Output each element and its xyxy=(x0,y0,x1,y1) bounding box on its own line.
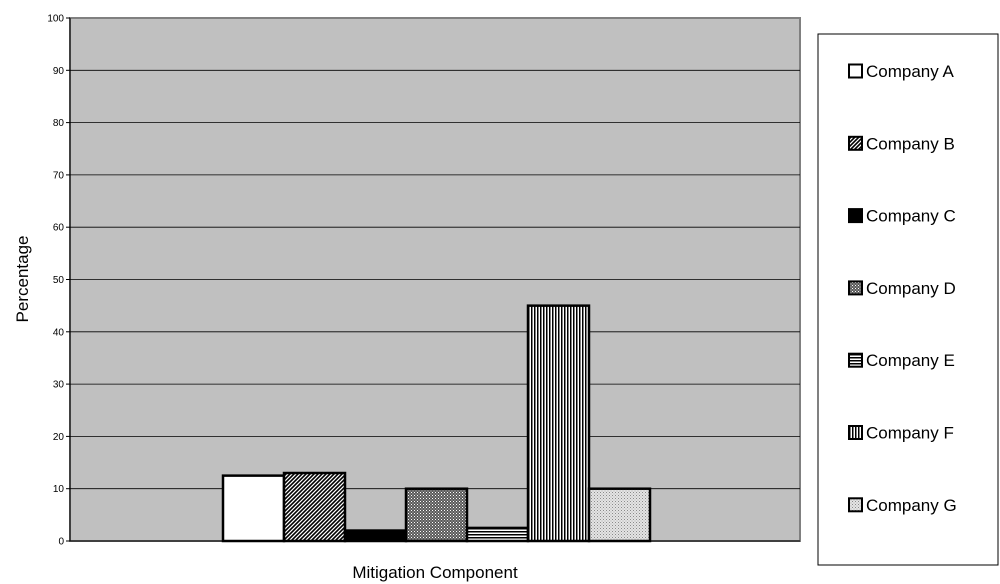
legend-swatch-company-c xyxy=(848,208,863,224)
bar-company-d xyxy=(404,487,469,543)
y-tick-label: 100 xyxy=(47,14,64,25)
legend-label-company-a: Company A xyxy=(866,62,955,81)
y-tick-label: 30 xyxy=(53,380,65,391)
bar-company-c xyxy=(343,529,408,543)
bar-company-f xyxy=(526,304,591,543)
legend-swatch-company-b xyxy=(848,135,863,151)
legend-label-company-g: Company G xyxy=(866,496,957,515)
x-axis-title: Mitigation Component xyxy=(352,563,518,582)
legend-swatch-company-f xyxy=(848,425,863,440)
y-tick-label: 0 xyxy=(58,537,64,548)
bar-company-g xyxy=(587,487,652,543)
legend-label-company-b: Company B xyxy=(866,134,955,153)
y-tick-label: 70 xyxy=(53,170,65,181)
legend-items: Company A Company B Company C Company D Comp… xyxy=(848,62,957,515)
legend-label-company-f: Company F xyxy=(866,424,954,443)
y-tick-label: 90 xyxy=(53,66,65,77)
legend-swatch-company-a xyxy=(848,63,863,79)
y-tick-label: 50 xyxy=(53,275,65,286)
y-tick-label: 80 xyxy=(53,118,65,129)
legend-label-company-c: Company C xyxy=(866,207,956,226)
y-tick-label: 20 xyxy=(53,432,65,443)
y-tick-label: 10 xyxy=(53,484,65,495)
y-axis-title: Percentage xyxy=(13,236,32,323)
legend-label-company-e: Company E xyxy=(866,351,955,370)
legend-swatch-company-d xyxy=(848,280,863,296)
y-axis-ticks: 0 10 20 30 40 50 60 70 80 90 100 xyxy=(47,14,70,548)
bar-company-e xyxy=(465,526,530,543)
bar-company-b xyxy=(282,471,347,543)
gridlines xyxy=(70,69,800,490)
legend-swatch-company-g xyxy=(848,497,863,513)
legend xyxy=(817,33,999,566)
y-tick-label: 40 xyxy=(53,327,65,338)
y-tick-label: 60 xyxy=(53,223,65,234)
legend-swatch-company-e xyxy=(848,352,863,368)
legend-label-company-d: Company D xyxy=(866,279,956,298)
bar-company-a xyxy=(221,474,286,543)
